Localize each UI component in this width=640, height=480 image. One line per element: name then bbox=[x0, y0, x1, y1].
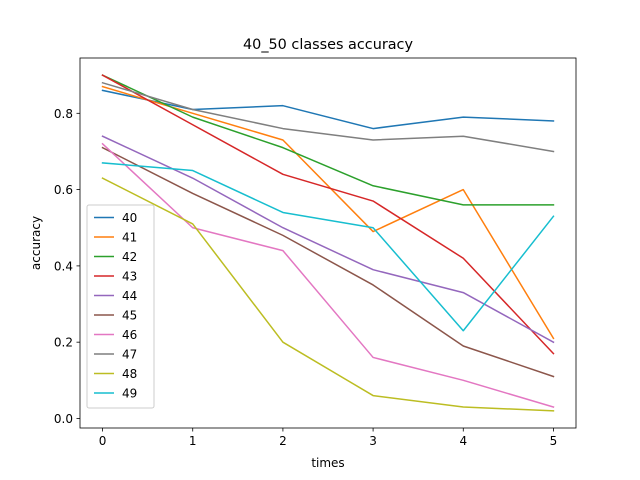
series-line-41 bbox=[101, 85, 555, 340]
plot-area: 0 1 2 3 4 50.00.20.40.60.8 bbox=[54, 57, 577, 448]
legend-label-43: 43 bbox=[122, 270, 137, 284]
series-line-44 bbox=[101, 135, 555, 344]
y-tick-label: 0.6 bbox=[54, 183, 73, 197]
series-line-48 bbox=[101, 177, 555, 412]
y-tick-label: 0.2 bbox=[54, 336, 73, 350]
y-tick-label: 0.8 bbox=[54, 107, 73, 121]
x-tick-label: 3 bbox=[369, 434, 377, 448]
x-axis-label: times bbox=[311, 456, 344, 470]
x-tick-label: 5 bbox=[550, 434, 558, 448]
x-tick-label: 2 bbox=[279, 434, 287, 448]
x-tick-label: 4 bbox=[459, 434, 467, 448]
legend-label-40: 40 bbox=[122, 211, 137, 225]
series-line-42 bbox=[101, 74, 555, 206]
legend-label-45: 45 bbox=[122, 309, 137, 323]
y-tick-label: 0.0 bbox=[54, 412, 73, 426]
y-axis-label: accuracy bbox=[29, 216, 43, 270]
x-tick-label: 0 bbox=[99, 434, 107, 448]
series-line-40 bbox=[101, 89, 555, 130]
series-line-45 bbox=[101, 146, 555, 378]
legend: 40 41 42 43 44 45 46 47 48 49 bbox=[86, 204, 155, 409]
legend-label-42: 42 bbox=[122, 250, 137, 264]
y-tick-label: 0.4 bbox=[54, 259, 73, 273]
axes-frame bbox=[79, 57, 577, 429]
series-line-43 bbox=[101, 74, 555, 355]
legend-label-47: 47 bbox=[122, 348, 137, 362]
chart-title: 40_50 classes accuracy bbox=[243, 37, 413, 53]
legend-box bbox=[86, 204, 155, 409]
legend-label-44: 44 bbox=[122, 289, 137, 303]
legend-label-41: 41 bbox=[122, 231, 137, 245]
series-line-49 bbox=[101, 162, 555, 332]
series-line-46 bbox=[101, 142, 555, 408]
x-tick-label: 1 bbox=[189, 434, 197, 448]
legend-label-46: 46 bbox=[122, 328, 137, 342]
legend-label-48: 48 bbox=[122, 367, 137, 381]
legend-label-49: 49 bbox=[122, 387, 137, 401]
series-line-47 bbox=[101, 81, 555, 153]
